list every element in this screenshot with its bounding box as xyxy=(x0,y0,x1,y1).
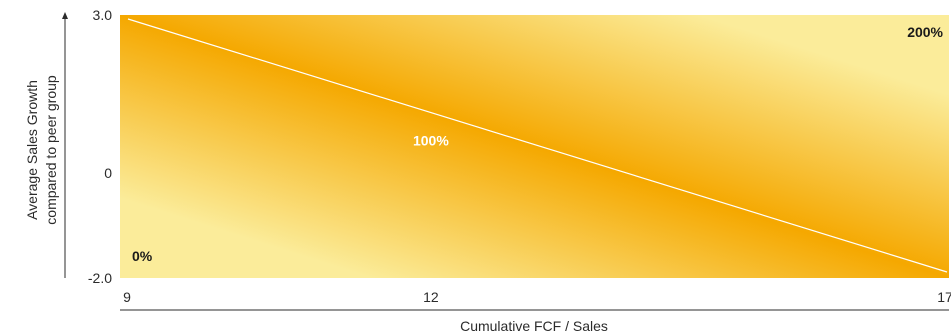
x-tick-label: 12 xyxy=(423,289,439,305)
y-axis-title-line-2: compared to peer group xyxy=(43,75,59,225)
zone-label-0pct: 0% xyxy=(132,248,153,264)
y-axis-title-line-1: Average Sales Growth xyxy=(24,80,40,220)
target-line xyxy=(127,18,948,273)
zone-label-200pct: 200% xyxy=(907,24,943,40)
y-axis-arrow-icon xyxy=(62,12,68,19)
y-tick-label: 3.0 xyxy=(93,7,113,23)
x-axis-title: Cumulative FCF / Sales xyxy=(460,318,608,334)
y-tick-label: 0 xyxy=(104,165,112,181)
y-tick-label: -2.0 xyxy=(88,270,112,286)
y-axis-title: Average Sales Growth compared to peer gr… xyxy=(24,75,59,225)
zone-label-100pct: 100% xyxy=(413,133,449,149)
x-tick-label: 17 xyxy=(937,289,951,305)
x-tick-label: 9 xyxy=(123,289,131,305)
